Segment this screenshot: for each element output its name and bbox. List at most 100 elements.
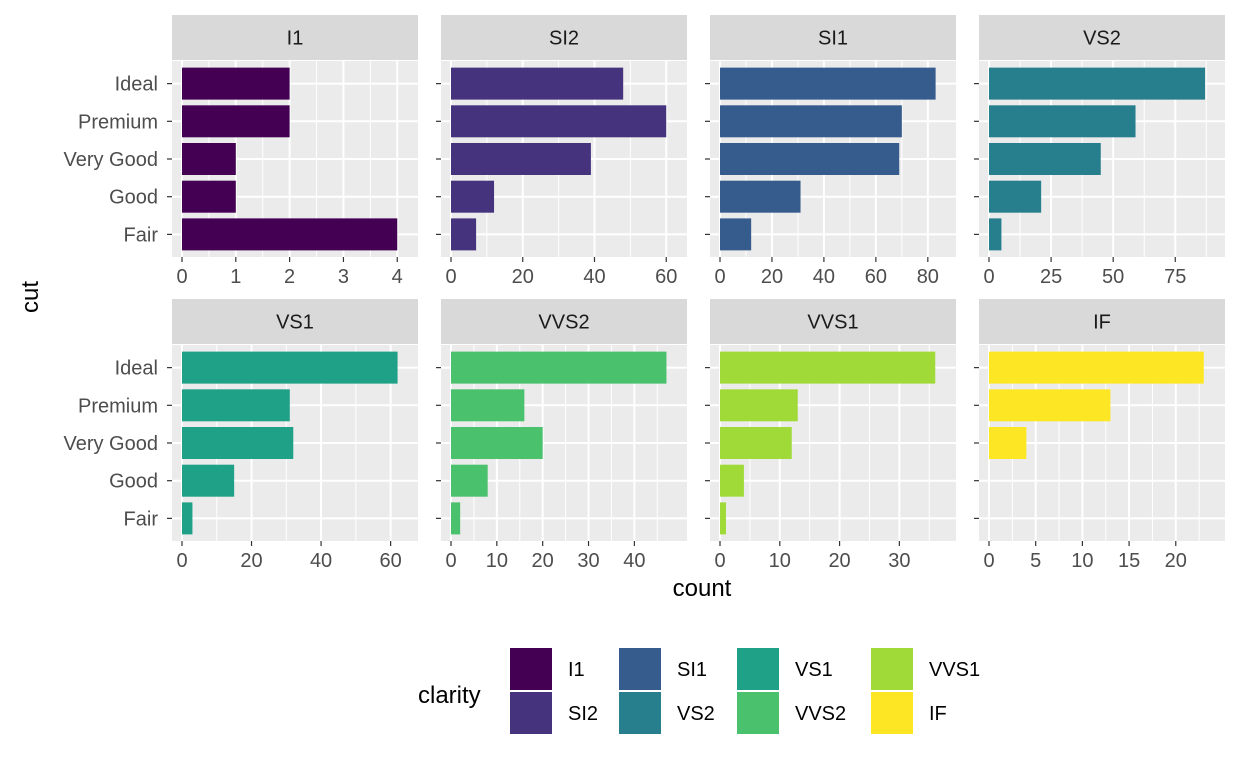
bar-vs2-premium — [989, 105, 1136, 138]
strip-vvs2 — [441, 299, 687, 344]
y-tick-label: Good — [109, 471, 158, 493]
y-axis-title: cut — [17, 281, 44, 313]
x-tick-label-si1: 0 — [714, 266, 725, 288]
bar-vvs2-ideal — [451, 351, 667, 384]
x-axis-title: count — [673, 575, 732, 602]
x-tick-label-vvs2: 20 — [532, 550, 554, 572]
x-tick-label-si1: 40 — [813, 266, 835, 288]
x-tick-label-vvs2: 10 — [486, 550, 508, 572]
y-tick-label: Good — [109, 187, 158, 209]
bar-i1-ideal — [182, 67, 290, 100]
legend-key-vvs2 — [737, 692, 779, 734]
bar-if-ideal — [989, 351, 1204, 384]
bar-vvs1-ideal — [720, 351, 936, 384]
y-tick-label: Fair — [124, 508, 159, 530]
legend-label-i1: I1 — [568, 659, 585, 681]
bar-vs1-good — [182, 464, 235, 497]
legend-title: clarity — [418, 682, 481, 709]
x-tick-label-vvs1: 0 — [714, 550, 725, 572]
x-tick-label-vvs2: 40 — [623, 550, 645, 572]
x-tick-label-vvs2: 0 — [445, 550, 456, 572]
x-tick-label-vs2: 0 — [983, 266, 994, 288]
x-tick-label-vvs2: 30 — [577, 550, 599, 572]
y-tick-label: Very Good — [63, 149, 158, 171]
strip-si1 — [710, 15, 956, 60]
x-tick-label-si2: 40 — [583, 266, 605, 288]
legend-key-vs2 — [619, 692, 661, 734]
bar-if-premium — [989, 389, 1111, 422]
y-tick-label: Premium — [78, 395, 158, 417]
x-tick-label-vs2: 75 — [1164, 266, 1186, 288]
bar-i1-very-good — [182, 143, 236, 175]
x-tick-label-if: 0 — [983, 550, 994, 572]
bar-si1-ideal — [720, 67, 936, 100]
x-tick-label-vvs1: 10 — [769, 550, 791, 572]
x-tick-label-vvs1: 20 — [828, 550, 850, 572]
x-tick-label-vs1: 40 — [310, 550, 332, 572]
bar-vs2-very-good — [989, 143, 1101, 175]
x-tick-label-si1: 80 — [917, 266, 939, 288]
legend-key-vvs1 — [871, 648, 913, 690]
legend-label-vs1: VS1 — [795, 659, 833, 681]
legend-label-si2: SI2 — [568, 703, 598, 725]
x-tick-label-vs2: 25 — [1040, 266, 1062, 288]
bar-si2-ideal — [451, 67, 624, 100]
legend-label-if: IF — [929, 703, 947, 725]
x-tick-label-si1: 60 — [865, 266, 887, 288]
bar-vvs2-very-good — [451, 427, 543, 459]
strip-vvs1 — [710, 299, 956, 344]
x-tick-label-si2: 0 — [445, 266, 456, 288]
bar-si2-good — [451, 180, 495, 213]
bar-si1-fair — [720, 218, 752, 251]
bar-si2-very-good — [451, 143, 591, 175]
bar-vs2-fair — [989, 218, 1002, 251]
legend-key-si2 — [510, 692, 552, 734]
x-tick-label-vvs1: 30 — [888, 550, 910, 572]
bar-vvs1-premium — [720, 389, 798, 422]
y-tick-label: Fair — [124, 224, 159, 246]
bar-i1-good — [182, 180, 236, 213]
legend-label-vvs1: VVS1 — [929, 659, 980, 681]
legend-key-vs1 — [737, 648, 779, 690]
strip-label-si1: SI1 — [818, 28, 848, 50]
strip-label-vvs1: VVS1 — [807, 312, 858, 334]
x-tick-label-si2: 60 — [655, 266, 677, 288]
x-tick-label-if: 10 — [1071, 550, 1093, 572]
bar-vs1-premium — [182, 389, 290, 422]
legend-key-i1 — [510, 648, 552, 690]
bar-si2-fair — [451, 218, 477, 251]
bar-vs2-ideal — [989, 67, 1206, 100]
x-tick-label-vs1: 0 — [176, 550, 187, 572]
legend-label-si1: SI1 — [677, 659, 707, 681]
bar-si1-premium — [720, 105, 902, 138]
x-tick-label-if: 15 — [1118, 550, 1140, 572]
strip-label-si2: SI2 — [549, 28, 579, 50]
bar-vs1-fair — [182, 502, 193, 535]
strip-if — [979, 299, 1225, 344]
strip-label-if: IF — [1093, 312, 1111, 334]
x-tick-label-if: 5 — [1030, 550, 1041, 572]
strip-vs2 — [979, 15, 1225, 60]
legend-label-vvs2: VVS2 — [795, 703, 846, 725]
strip-label-vs1: VS1 — [276, 312, 314, 334]
x-tick-label-i1: 0 — [176, 266, 187, 288]
x-tick-label-si1: 20 — [761, 266, 783, 288]
bar-vvs1-fair — [720, 502, 726, 535]
bar-si1-very-good — [720, 143, 900, 175]
strip-label-vvs2: VVS2 — [538, 312, 589, 334]
bar-if-very-good — [989, 427, 1027, 459]
bar-i1-premium — [182, 105, 290, 138]
strip-label-i1: I1 — [287, 28, 304, 50]
x-tick-label-if: 20 — [1165, 550, 1187, 572]
x-tick-label-i1: 2 — [284, 266, 295, 288]
x-tick-label-si2: 20 — [512, 266, 534, 288]
x-tick-label-vs2: 50 — [1102, 266, 1124, 288]
x-tick-label-i1: 4 — [392, 266, 403, 288]
bar-vs1-ideal — [182, 351, 398, 384]
bar-vvs2-good — [451, 464, 488, 497]
x-tick-label-i1: 3 — [338, 266, 349, 288]
x-tick-label-vs1: 20 — [240, 550, 262, 572]
x-tick-label-i1: 1 — [230, 266, 241, 288]
